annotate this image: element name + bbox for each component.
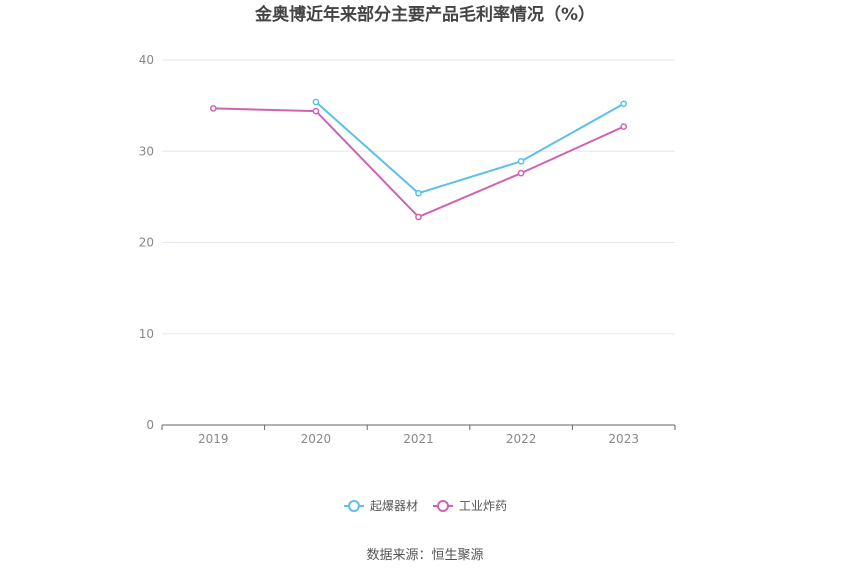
gridlines: [162, 59, 675, 335]
y-tick-label: 40: [139, 53, 154, 67]
series-line-2: [213, 107, 625, 218]
legend-label: 起爆器材: [370, 499, 418, 513]
data-point-series-2: [312, 107, 320, 115]
axes: 0 10 20 30 40 2019 2020 2021 2022 2023: [139, 53, 676, 446]
data-point-series-2: [517, 169, 525, 177]
series-line-1: [315, 101, 625, 195]
x-tick-label: 2019: [198, 432, 229, 446]
x-tick-label: 2021: [403, 432, 434, 446]
source-note: 数据来源：恒生聚源: [366, 548, 483, 563]
legend-item-2[interactable]: 工业炸药: [433, 499, 507, 513]
chart-title: 金奥博近年来部分主要产品毛利率情况（%）: [254, 4, 595, 25]
y-tick-label: 30: [139, 144, 154, 158]
legend-marker-icon: [348, 500, 360, 512]
series-lines: [209, 98, 628, 221]
x-tick-label: 2023: [608, 432, 639, 446]
legend[interactable]: 起爆器材 工业炸药: [344, 499, 507, 513]
data-point-series-2: [415, 213, 422, 221]
x-tick-label: 2022: [506, 432, 537, 446]
data-point-series-1: [415, 189, 422, 197]
data-point-series-2: [209, 105, 217, 112]
y-tick-label: 0: [146, 418, 154, 432]
legend-label: 工业炸药: [459, 499, 507, 513]
data-point-series-1: [517, 157, 525, 165]
data-point-series-1: [620, 100, 628, 108]
x-tick-label: 2020: [301, 432, 332, 446]
legend-item-1[interactable]: 起爆器材: [344, 499, 418, 513]
legend-marker-icon: [437, 500, 449, 512]
data-point-series-2: [620, 123, 628, 130]
data-point-series-1: [312, 98, 320, 106]
y-tick-label: 10: [139, 327, 154, 341]
y-tick-label: 20: [139, 236, 154, 250]
